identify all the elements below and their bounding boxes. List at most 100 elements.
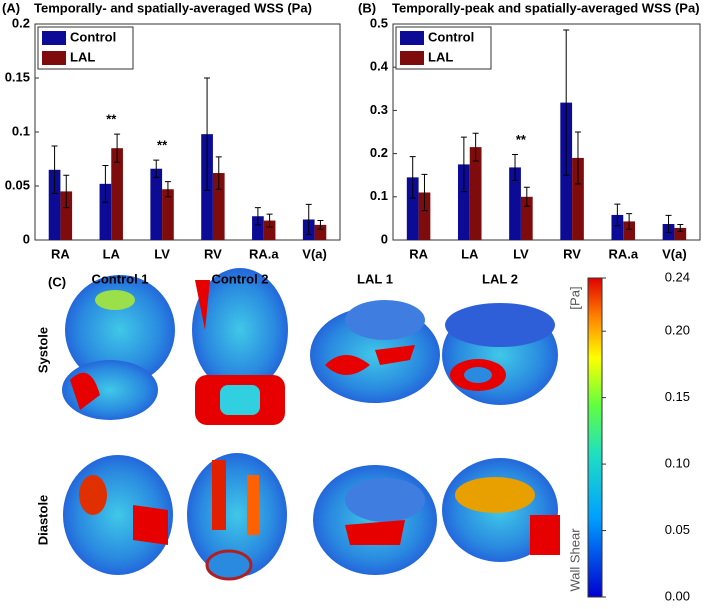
bar xyxy=(162,189,174,240)
error-bar xyxy=(266,213,273,228)
error-bar xyxy=(409,156,416,199)
x-tick-label: V(a) xyxy=(302,246,327,261)
column-header: LAL 2 xyxy=(482,271,518,286)
y-tick-label: 0 xyxy=(23,231,30,246)
bar xyxy=(314,224,327,240)
significance-label: ** xyxy=(106,112,117,127)
row-header: Systole xyxy=(35,327,50,373)
y-tick-label: 0 xyxy=(381,231,388,246)
error-bar xyxy=(305,203,312,236)
error-bar xyxy=(563,29,570,176)
error-bar xyxy=(677,223,684,232)
bar xyxy=(457,164,470,240)
y-tick-label: 0.15 xyxy=(5,69,30,84)
plot-frame xyxy=(392,23,701,241)
bar xyxy=(252,216,264,240)
significance-label: ** xyxy=(516,132,527,147)
chart-title: Temporally- and spatially-averaged WSS (… xyxy=(34,0,312,15)
panel-label: (B) xyxy=(358,0,376,15)
bar xyxy=(150,168,163,240)
legend-label: Control xyxy=(428,29,474,44)
error-bar xyxy=(215,156,222,190)
error-bar xyxy=(626,213,633,230)
y-tick-label: 0.2 xyxy=(12,15,30,30)
y-tick-label: 0.4 xyxy=(370,59,389,74)
bar xyxy=(48,169,61,240)
colorbar-tick-label: 0.20 xyxy=(665,323,690,338)
error-bar xyxy=(614,203,621,227)
error-bar xyxy=(164,181,171,198)
bar xyxy=(623,221,636,240)
x-tick-label: RV xyxy=(563,246,581,261)
legend-label: Control xyxy=(70,29,116,44)
error-bar xyxy=(63,174,70,209)
column-header: Control 1 xyxy=(91,271,148,286)
x-tick-label: RA.a xyxy=(608,246,638,261)
bar xyxy=(111,148,123,240)
error-bar xyxy=(665,214,672,234)
bar xyxy=(60,191,73,240)
y-tick-label: 0.05 xyxy=(5,177,30,192)
legend-label: LAL xyxy=(70,49,95,64)
significance-label: ** xyxy=(157,138,168,153)
error-bar xyxy=(153,159,160,178)
error-bar xyxy=(51,145,58,195)
bar xyxy=(572,157,584,240)
legend-swatch xyxy=(400,51,424,65)
bar xyxy=(212,173,225,240)
bar xyxy=(520,196,533,240)
bar xyxy=(509,167,521,240)
error-bar xyxy=(574,131,581,185)
bar xyxy=(263,220,276,240)
legend-label: LAL xyxy=(428,49,453,64)
x-tick-label: LV xyxy=(513,246,529,261)
y-tick-label: 0.3 xyxy=(370,102,388,117)
chart-title: Temporally-peak and spatially-averaged W… xyxy=(392,0,700,15)
column-header: LAL 1 xyxy=(357,271,393,286)
colorbar-tick-label: 0.00 xyxy=(665,588,690,603)
panel-label: (C) xyxy=(48,274,66,289)
error-bar xyxy=(102,164,109,203)
colorbar xyxy=(587,277,603,598)
x-tick-label: LA xyxy=(461,246,479,261)
legend-swatch xyxy=(400,31,424,45)
error-bar xyxy=(254,207,261,226)
error-bar xyxy=(421,173,428,212)
colorbar-unit: [Pa] xyxy=(567,286,582,309)
bar xyxy=(611,214,624,240)
error-bar xyxy=(523,186,530,207)
y-tick-label: 0.1 xyxy=(12,123,30,138)
y-tick-label: 0.5 xyxy=(370,15,388,30)
colorbar-tick-label: 0.15 xyxy=(665,389,690,404)
x-tick-label: RA xyxy=(51,246,70,261)
bar xyxy=(406,177,419,240)
y-tick-label: 0.2 xyxy=(370,145,388,160)
x-tick-label: V(a) xyxy=(662,246,687,261)
colorbar-label: Wall Shear xyxy=(567,528,582,592)
bar xyxy=(674,227,687,240)
bar xyxy=(99,183,112,240)
panel-label: (A) xyxy=(2,0,20,15)
x-tick-label: RA.a xyxy=(249,246,279,261)
bar xyxy=(469,147,482,240)
y-tick-label: 0.1 xyxy=(370,188,388,203)
x-tick-label: RV xyxy=(204,246,222,261)
legend-swatch xyxy=(42,31,66,45)
error-bar xyxy=(204,77,211,191)
x-tick-label: LA xyxy=(103,246,121,261)
x-tick-label: RA xyxy=(409,246,428,261)
heart-images xyxy=(62,268,560,581)
x-tick-label: LV xyxy=(154,246,170,261)
legend-swatch xyxy=(42,51,66,65)
colorbar-tick-label: 0.24 xyxy=(665,269,690,284)
error-bar xyxy=(460,136,467,193)
error-bar xyxy=(512,153,519,181)
column-header: Control 2 xyxy=(211,271,268,286)
colorbar-tick-label: 0.10 xyxy=(665,456,690,471)
error-bar xyxy=(472,132,479,162)
colorbar-tick-label: 0.05 xyxy=(665,522,690,537)
error-bar xyxy=(114,133,121,163)
row-header: Diastole xyxy=(35,495,50,546)
error-bar xyxy=(317,220,324,230)
